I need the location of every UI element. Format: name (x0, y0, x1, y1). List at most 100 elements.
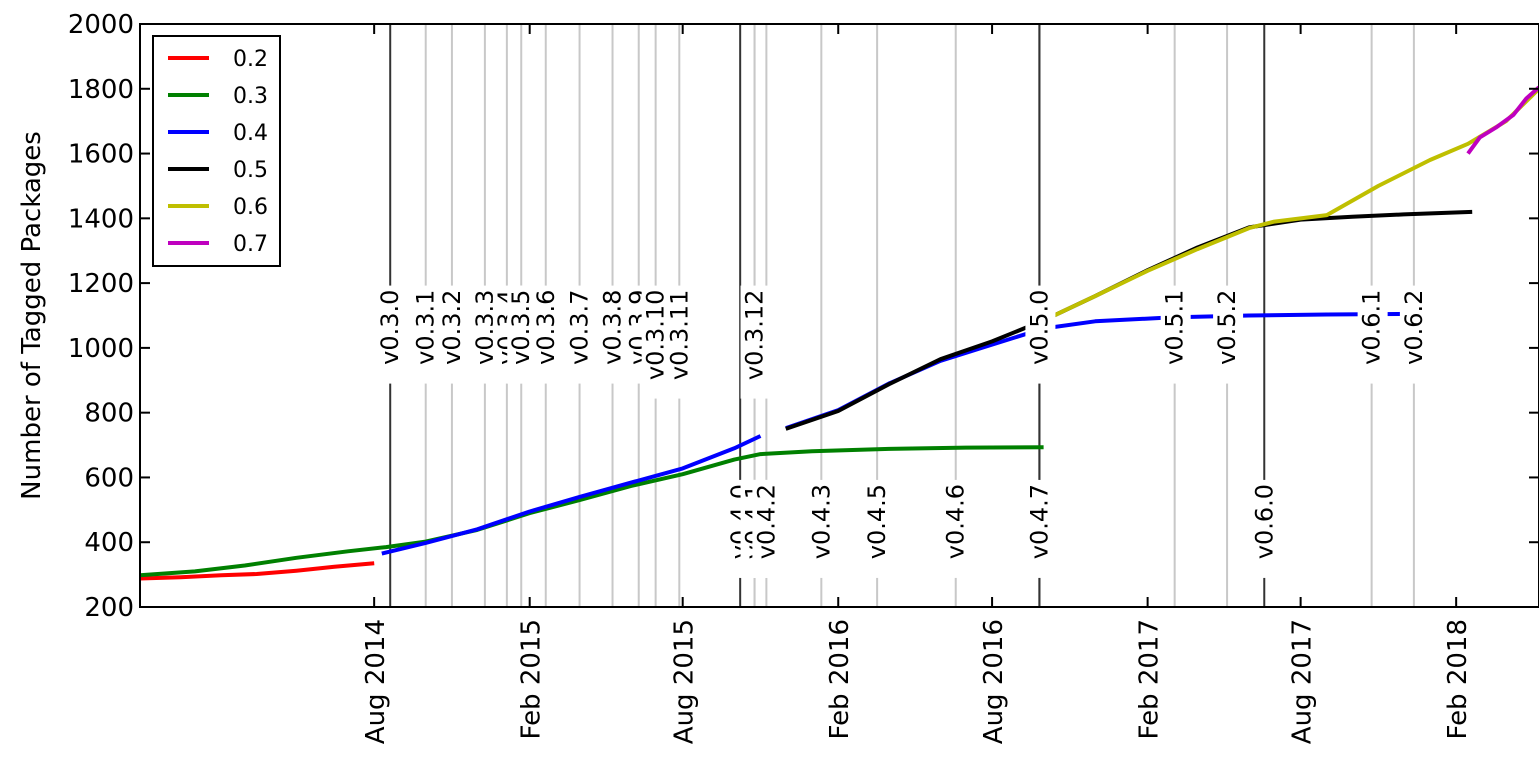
x-tick-label: Aug 2016 (979, 619, 1009, 744)
release-label-group: v0.3.0 (376, 285, 407, 384)
release-label-v0.4.6: v0.4.6 (942, 484, 970, 559)
release-label-bg (1250, 479, 1281, 578)
release-label-bg (507, 285, 538, 384)
x-tick-label: Feb 2017 (1135, 619, 1165, 739)
y-axis-title: Number of Tagged Packages (17, 131, 47, 500)
release-label-bg (1213, 285, 1244, 384)
series-line-0.7 (1466, 85, 1539, 155)
release-label-bg (411, 285, 442, 384)
release-label-v0.5.0: v0.5.0 (1025, 290, 1053, 365)
release-label-group: v0.3.6 (531, 285, 562, 384)
release-label-bg (1160, 285, 1191, 384)
release-label-v0.3.6: v0.3.6 (532, 290, 560, 365)
legend-label-0.3: 0.3 (233, 84, 268, 109)
release-label-bg (641, 285, 672, 399)
x-tick-label: Feb 2016 (825, 619, 855, 739)
release-labels: v0.3.0 v0.3.1v0.3.2 v0.3.3v0.3.4v0.3.5v0.3… (376, 285, 1430, 578)
y-tick-label: 800 (84, 399, 134, 429)
release-label-bg (807, 479, 838, 578)
y-tick-label: 600 (84, 463, 134, 493)
release-label-group: v0.3.10 (641, 285, 672, 399)
release-label-bg (376, 285, 407, 384)
release-label-bg (598, 285, 629, 384)
x-tick-label: Aug 2017 (1288, 619, 1318, 744)
release-label-bg (863, 479, 894, 578)
x-tick-label: Feb 2015 (517, 619, 547, 739)
release-label-group: v0.3.8 (598, 285, 629, 384)
release-label-bg (437, 285, 468, 384)
release-label-v0.3.5: v0.3.5 (507, 290, 535, 365)
release-label-v0.3.11: v0.3.11 (665, 290, 693, 381)
release-label-v0.3.0: v0.3.0 (376, 290, 404, 365)
legend-box (152, 35, 281, 267)
release-label-v0.5.2: v0.5.2 (1213, 290, 1241, 365)
y-axis: 200 400 600 800 1000 1200 1400 1600 1800 2000 (68, 10, 1539, 623)
series-lines (139, 85, 1539, 581)
release-label-v0.3.10: v0.3.10 (642, 290, 670, 381)
x-axis: Aug 2014 Feb 2015 Aug 2015 Feb 2016 Aug 2016… (361, 24, 1473, 744)
legend-label-0.6: 0.6 (233, 195, 268, 220)
release-label-v0.3.8: v0.3.8 (599, 290, 627, 365)
release-label-group: v0.3.7 (565, 285, 596, 384)
y-tick-label: 1000 (68, 334, 134, 364)
release-label-v0.4.2: v0.4.2 (752, 484, 780, 559)
release-label-v0.4.5: v0.4.5 (863, 484, 891, 559)
release-label-group: v0.5.2 (1213, 285, 1244, 384)
release-label-group: v0.4.5 (863, 479, 894, 578)
release-label-group: v0.3.11 (665, 285, 696, 399)
release-label-bg (1357, 285, 1388, 384)
release-label-group: v0.6.2 (1399, 285, 1430, 384)
x-tick-label: Aug 2015 (670, 619, 700, 744)
release-label-bg (740, 285, 771, 399)
release-label-v0.3.2: v0.3.2 (438, 290, 466, 365)
release-label-v0.3.7: v0.3.7 (566, 290, 594, 365)
release-label-group: v0.6.1 (1357, 285, 1388, 384)
y-tick-label: 1800 (68, 75, 134, 105)
release-label-v0.6.2: v0.6.2 (1400, 290, 1428, 365)
y-tick-label: 1600 (68, 140, 134, 170)
release-label-group: v0.3.2 (437, 285, 468, 384)
release-label-bg (941, 479, 972, 578)
release-label-group: v0.5.0 (1025, 285, 1056, 384)
release-label-group: v0.4.3 (807, 479, 838, 578)
release-label-v0.3.12: v0.3.12 (741, 290, 769, 381)
release-label-bg (531, 285, 562, 384)
release-label-v0.5.1: v0.5.1 (1161, 290, 1189, 365)
release-label-bg (665, 285, 696, 399)
x-tick-label: Aug 2014 (361, 619, 391, 744)
legend-label-0.2: 0.2 (233, 47, 268, 72)
release-label-v0.4.7: v0.4.7 (1025, 484, 1053, 559)
release-label-group: v0.6.0 (1250, 479, 1281, 578)
release-label-group: v0.4.2 (752, 479, 783, 578)
series-line-0.2 (139, 561, 375, 581)
y-tick-label: 200 (84, 593, 134, 623)
legend-label-0.4: 0.4 (233, 121, 268, 146)
legend: 0.2 0.3 0.4 0.5 0.6 0.7 (152, 35, 281, 267)
legend-label-0.7: 0.7 (233, 232, 268, 257)
y-tick-label: 2000 (68, 10, 134, 40)
series-line-0.3 (139, 445, 1044, 578)
release-label-group: v0.3.5 (507, 285, 538, 384)
release-label-v0.6.1: v0.6.1 (1358, 290, 1386, 365)
release-label-group: v0.3.1 (411, 285, 442, 384)
release-label-group: v0.4.7 (1025, 479, 1056, 578)
release-label-bg (1399, 285, 1430, 384)
series-line-0.6 (1042, 87, 1539, 323)
y-tick-label: 1200 (68, 269, 134, 299)
release-label-group: v0.3.12 (740, 285, 771, 399)
release-label-bg (752, 479, 783, 578)
release-label-v0.6.0: v0.6.0 (1250, 484, 1278, 559)
y-tick-label: 1400 (68, 204, 134, 234)
release-label-bg (565, 285, 596, 384)
y-tick-label: 400 (84, 528, 134, 558)
release-label-bg (1025, 479, 1056, 578)
release-label-v0.4.3: v0.4.3 (807, 484, 835, 559)
release-label-group: v0.5.1 (1160, 285, 1191, 384)
release-label-bg (1025, 285, 1056, 384)
plot-frame (139, 23, 1539, 608)
legend-label-0.5: 0.5 (233, 158, 268, 183)
release-label-v0.3.1: v0.3.1 (412, 290, 440, 365)
release-label-group: v0.4.6 (941, 479, 972, 578)
x-tick-label: Feb 2018 (1443, 619, 1473, 739)
